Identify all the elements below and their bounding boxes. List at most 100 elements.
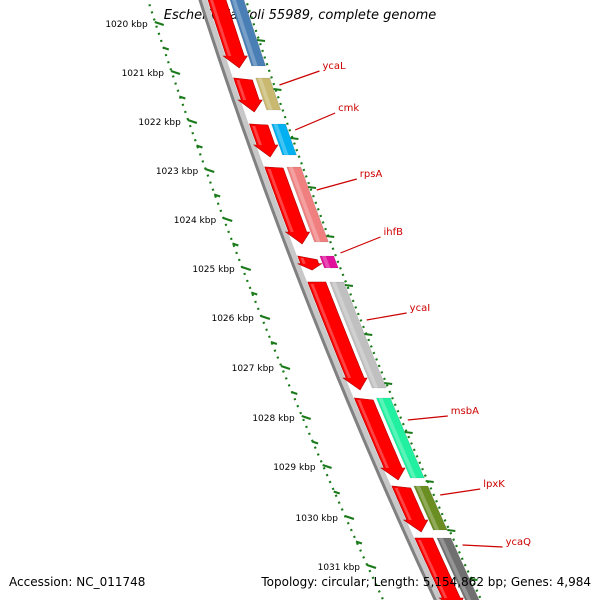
- scale-tick: [260, 314, 271, 321]
- scale-minor-tick: [196, 144, 203, 149]
- gene-box-shine: [331, 282, 379, 388]
- cds-arrow-highlight: [209, 0, 232, 56]
- scale-label: 1028 kbp: [252, 414, 295, 424]
- gene-leader-line: [366, 312, 407, 321]
- gene-box: [319, 255, 339, 269]
- cds-arrow-highlight: [357, 400, 389, 468]
- scale-tick: [322, 463, 332, 470]
- gene-boxes: [229, 0, 480, 600]
- scale-label: 1027 kbp: [232, 364, 275, 374]
- scale-label: 1021 kbp: [122, 69, 165, 79]
- scale-label: 1030 kbp: [296, 514, 339, 524]
- scale-label: 1025 kbp: [192, 265, 235, 275]
- gene-label: rpsA: [360, 169, 383, 180]
- accession-text: Accession: NC_011748: [9, 575, 146, 589]
- outer-tick: [404, 431, 413, 434]
- scale-label: 1022 kbp: [138, 118, 181, 128]
- scale-label: 1026 kbp: [211, 314, 254, 324]
- backbone-shadow: [200, 0, 443, 600]
- cds-arrows: [207, 0, 464, 600]
- scale-label: 1031 kbp: [318, 563, 361, 573]
- scale-label: 1024 kbp: [174, 216, 217, 226]
- scale-minor-tick: [162, 46, 170, 51]
- topology-text: Topology: circular; Length: 5,154,862 bp…: [261, 575, 591, 589]
- gene-label: lpxK: [483, 479, 505, 490]
- gene-leader-line: [462, 544, 503, 548]
- scale-tick: [154, 20, 165, 27]
- outer-tick: [273, 88, 282, 91]
- gene-box: [229, 0, 267, 67]
- gene-label: ycaQ: [506, 537, 532, 548]
- outer-tick: [384, 382, 393, 385]
- gene-box-shine: [321, 256, 331, 268]
- gene-box-shine: [257, 78, 273, 110]
- gene-leader-line: [279, 70, 320, 86]
- gene-box: [436, 537, 480, 600]
- gene-labels: ycaL cmk rpsA ihfB ycaI msbA lpxK ycaQ: [279, 61, 531, 548]
- scale-minor-tick: [333, 490, 341, 495]
- gene-label: msbA: [451, 406, 479, 417]
- outer-tick: [469, 578, 478, 581]
- gene-leader-line: [316, 178, 357, 191]
- cds-arrow-highlight: [417, 540, 448, 598]
- scale-minor-tick: [232, 242, 239, 247]
- gene-box: [329, 281, 387, 389]
- outer-tick: [307, 186, 317, 189]
- scale-tick: [187, 118, 198, 125]
- gene-leader-line: [407, 415, 448, 421]
- cds-arrow-highlight: [310, 284, 352, 378]
- scale-labels: 1020 kbp 1021 kbp 1022 kbp 1023 kbp 1024 kbp…: [105, 20, 360, 573]
- cds-arrow-highlight: [300, 258, 306, 264]
- scale-tick: [204, 167, 215, 174]
- scale-tick: [280, 364, 291, 371]
- gene-box-shine: [438, 538, 472, 600]
- scale-minor-tick: [290, 391, 298, 395]
- scale-tick: [170, 69, 181, 76]
- gene-box-shine: [378, 398, 417, 478]
- scale-tick: [222, 216, 233, 223]
- scale-label: 1020 kbp: [105, 20, 148, 30]
- scale-minor-tick: [213, 193, 221, 198]
- outer-tick: [447, 529, 456, 532]
- gene-box: [255, 77, 282, 111]
- gene-box-shine: [273, 124, 289, 155]
- scale-minor-tick: [270, 341, 278, 345]
- backbone: [198, 0, 443, 600]
- gene-leader-line: [294, 112, 336, 131]
- gene-label: ycaI: [410, 303, 431, 314]
- outer-tick: [344, 284, 354, 287]
- cds-arrow: [414, 537, 464, 600]
- scale-minor-tick: [250, 291, 258, 296]
- gene-label: cmk: [338, 103, 359, 114]
- gene-box: [413, 485, 448, 531]
- scale-tick: [301, 414, 312, 421]
- scale-minor-tick: [355, 540, 363, 545]
- scale-label: 1023 kbp: [156, 167, 199, 177]
- gene-box: [286, 166, 329, 243]
- gene-box-shine: [415, 486, 440, 530]
- scale-ticks: [154, 20, 478, 581]
- cds-arrow-highlight: [252, 126, 262, 145]
- scale-label: 1029 kbp: [273, 463, 316, 473]
- backbone-line: [198, 0, 437, 600]
- cds-arrow-highlight: [236, 80, 247, 100]
- scale-tick: [344, 514, 355, 521]
- gene-box: [375, 397, 425, 479]
- outer-tick: [256, 39, 266, 42]
- cds-arrow-highlight: [267, 169, 294, 232]
- gene-label: ycaL: [322, 61, 346, 72]
- scale-ruler: 1020 kbp 1021 kbp 1022 kbp 1023 kbp 1024 kbp…: [105, 0, 478, 600]
- gene-box-shine: [288, 167, 321, 242]
- gene-leader-line: [440, 488, 481, 496]
- scale-minor-tick: [179, 95, 186, 100]
- gene-box-shine: [232, 0, 258, 66]
- gene-leader-line: [340, 236, 381, 254]
- scale-tick: [366, 563, 377, 570]
- scale-minor-tick: [311, 440, 319, 445]
- gene-box: [271, 123, 297, 156]
- scale-tick: [241, 265, 252, 272]
- cds-arrow-highlight: [394, 488, 412, 520]
- outer-tick: [290, 137, 299, 140]
